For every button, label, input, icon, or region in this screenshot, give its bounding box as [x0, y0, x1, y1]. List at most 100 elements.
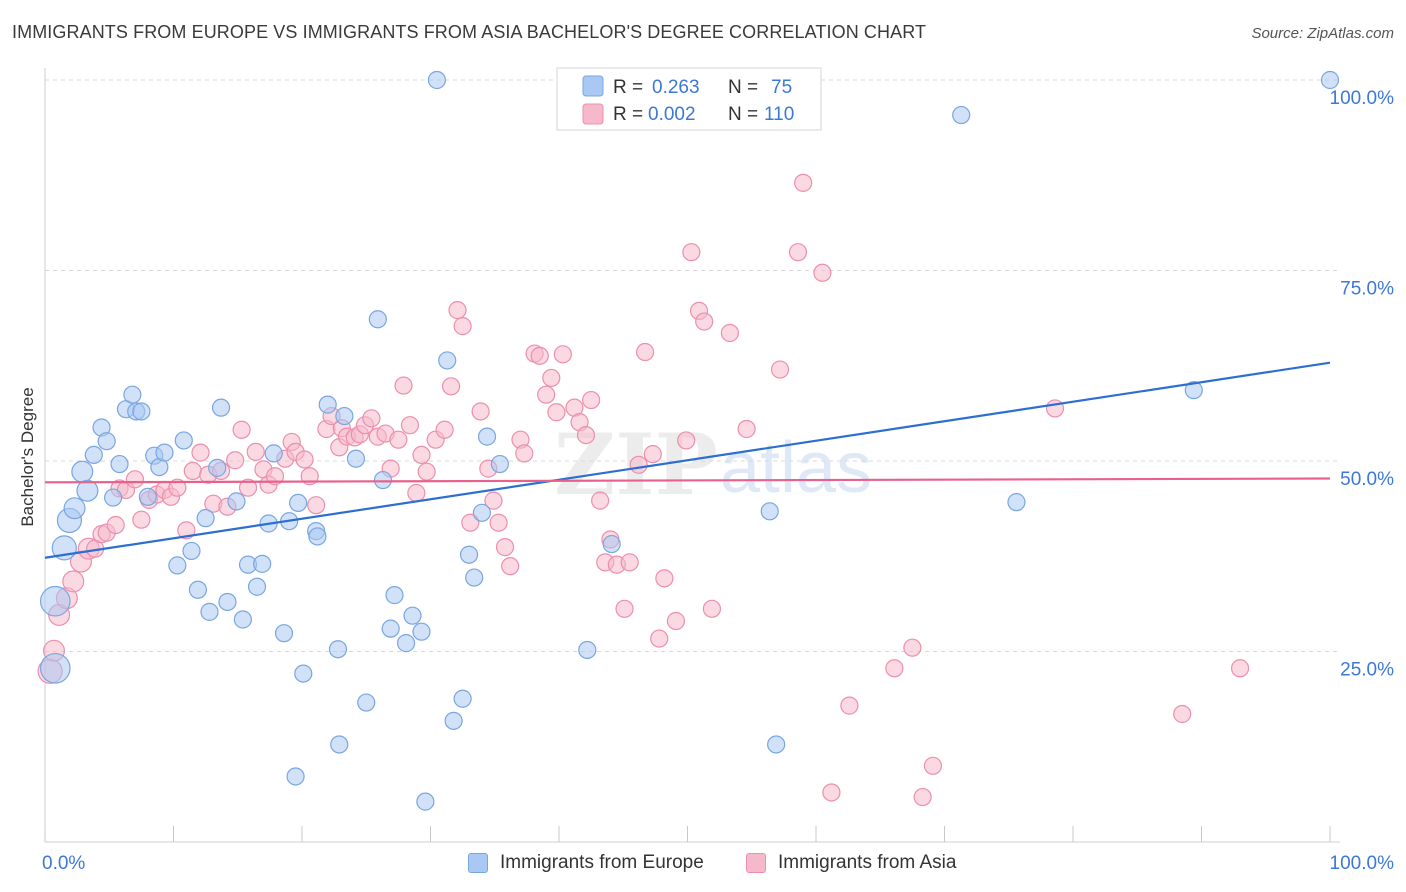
- asia-point-107: [885, 659, 904, 678]
- asia-point-92: [655, 569, 674, 588]
- europe-point-32: [247, 577, 267, 596]
- europe-point-46: [335, 406, 354, 426]
- asia-point-90: [643, 445, 662, 464]
- europe-point-38: [286, 767, 305, 786]
- europe-point-10: [104, 488, 123, 507]
- europe-point-16: [138, 487, 157, 506]
- asia-point-74: [537, 385, 556, 404]
- asia-point-109: [913, 787, 932, 807]
- europe-point-67: [602, 534, 621, 554]
- europe-point-24: [196, 509, 215, 528]
- europe-point-20: [168, 556, 187, 575]
- europe-point-59: [444, 711, 463, 730]
- asia-point-82: [591, 491, 610, 510]
- asia-point-100: [737, 419, 756, 439]
- europe-point-33: [253, 554, 272, 573]
- europe-point-57: [427, 70, 447, 90]
- europe-point-30: [233, 610, 252, 629]
- asia-point-76: [547, 403, 566, 422]
- asia-point-108: [903, 638, 922, 657]
- asia-point-68: [495, 538, 515, 557]
- legend: R = 0.263 N = 75 R = 0.002 N = 110: [556, 67, 822, 131]
- europe-point-53: [396, 634, 416, 653]
- bottom-legend-europe-label: Immigrants from Europe: [500, 852, 704, 873]
- asia-point-106: [840, 696, 859, 715]
- europe-point-70: [952, 105, 971, 125]
- asia-point-66: [484, 491, 503, 510]
- europe-point-62: [465, 568, 484, 587]
- asia-point-54: [400, 416, 420, 435]
- europe-point-49: [368, 310, 387, 329]
- asia-point-113: [1230, 659, 1250, 678]
- asia-point-62: [453, 317, 472, 336]
- asia-point-103: [794, 173, 813, 192]
- asia-point-93: [666, 611, 686, 631]
- bottom-legend-europe: Immigrants from Europe: [468, 852, 704, 874]
- asia-point-86: [615, 599, 634, 618]
- bottom-legend: Immigrants from Europe Immigrants from A…: [0, 852, 1406, 878]
- x-tick-label-left: 0.0%: [42, 853, 85, 874]
- europe-point-44: [328, 640, 348, 659]
- europe-point-55: [412, 622, 431, 641]
- europe-point-25: [200, 602, 219, 621]
- europe-point-28: [218, 592, 237, 612]
- asia-point-97: [695, 312, 714, 331]
- asia-point-95: [682, 243, 701, 262]
- source-label: Source: ZipAtlas.com: [1251, 25, 1394, 42]
- europe-point-51: [381, 619, 400, 638]
- asia-point-39: [307, 496, 326, 515]
- legend-asia-n-label: N =: [728, 104, 758, 125]
- europe-point-65: [490, 454, 509, 474]
- asia-point-67: [489, 513, 508, 532]
- europe-point-68: [760, 502, 779, 521]
- europe-point-15: [132, 402, 151, 421]
- europe-point-21: [174, 431, 193, 450]
- europe-point-0: [39, 652, 71, 684]
- asia-point-105: [822, 783, 841, 802]
- legend-europe-swatch: [582, 75, 604, 97]
- legend-europe-r-value: 0.263: [652, 77, 700, 98]
- x-tick-label-right: 100.0%: [1330, 853, 1395, 874]
- legend-europe-n-value: 75: [771, 77, 792, 98]
- europe-point-64: [477, 427, 497, 446]
- europe-point-26: [208, 458, 227, 477]
- asia-point-59: [435, 420, 454, 439]
- asia-point-110: [923, 756, 943, 775]
- asia-point-48: [362, 409, 381, 428]
- europe-point-19: [155, 443, 174, 462]
- asia-point-80: [576, 425, 596, 445]
- europe-point-63: [472, 503, 491, 522]
- europe-point-56: [416, 792, 435, 811]
- europe-points: [39, 70, 1340, 811]
- axes: [44, 68, 1340, 843]
- asia-point-4: [62, 570, 85, 593]
- asia-point-101: [770, 360, 790, 379]
- asia-point-112: [1173, 704, 1192, 724]
- asia-point-104: [813, 263, 832, 282]
- asia-point-99: [720, 323, 740, 343]
- europe-point-39: [289, 493, 308, 513]
- asia-point-22: [191, 443, 210, 462]
- asia-point-27: [226, 451, 245, 470]
- asia-point-28: [232, 420, 251, 439]
- europe-point-29: [227, 492, 246, 511]
- europe-point-71: [1007, 493, 1026, 512]
- y-tick-labels: 25.0% 50.0% 75.0% 100.0%: [1330, 88, 1395, 681]
- europe-point-42: [308, 527, 327, 546]
- asia-point-81: [582, 390, 601, 410]
- europe-point-11: [110, 454, 129, 474]
- europe-point-4: [63, 497, 86, 520]
- bottom-legend-asia-label: Immigrants from Asia: [778, 852, 957, 873]
- trend-lines: [44, 361, 1331, 559]
- chart-title: IMMIGRANTS FROM EUROPE VS IMMIGRANTS FRO…: [12, 22, 927, 42]
- asia-trend-line: [44, 477, 1331, 484]
- asia-point-73: [530, 346, 549, 365]
- europe-point-23: [188, 580, 208, 599]
- asia-point-87: [620, 553, 639, 572]
- asia-point-88: [629, 455, 648, 474]
- legend-asia-r-label: R =: [613, 104, 643, 125]
- bottom-legend-asia: Immigrants from Asia: [746, 852, 956, 874]
- asia-point-19: [168, 478, 187, 497]
- asia-point-63: [461, 513, 480, 532]
